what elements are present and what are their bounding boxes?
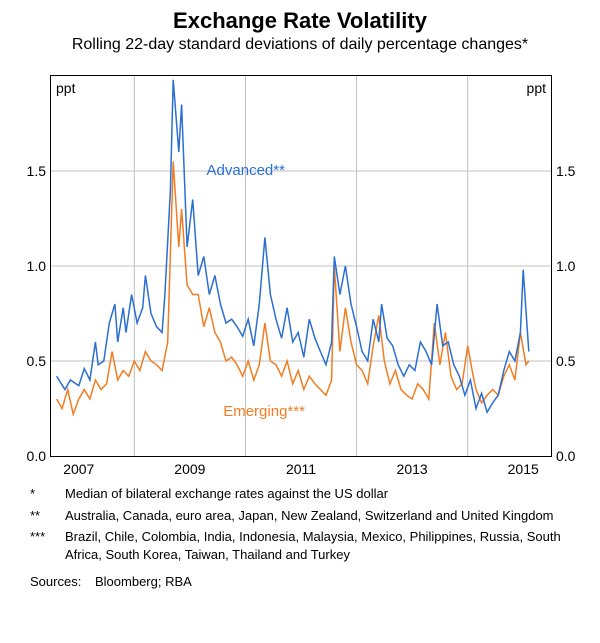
sources-label: Sources: — [30, 573, 95, 591]
chart-subtitle: Rolling 22-day standard deviations of da… — [0, 34, 600, 54]
footnote-1-mark: * — [30, 485, 65, 503]
footnote-2-text: Australia, Canada, euro area, Japan, New… — [65, 507, 570, 525]
chart-title: Exchange Rate Volatility — [0, 0, 600, 34]
footnotes: * Median of bilateral exchange rates aga… — [30, 485, 570, 595]
series-label: Emerging*** — [223, 403, 305, 420]
sources-text: Bloomberg; RBA — [95, 573, 570, 591]
series-emerging — [57, 162, 529, 415]
footnote-3-text: Brazil, Chile, Colombia, India, Indonesi… — [65, 528, 570, 563]
footnote-1-text: Median of bilateral exchange rates again… — [65, 485, 570, 503]
y-tick-label-right: 0.5 — [556, 353, 575, 369]
y-tick-label-left: 1.5 — [27, 163, 46, 179]
y-tick-label-left: 0.0 — [27, 448, 46, 464]
chart-lines-svg — [51, 76, 551, 456]
x-tick-label: 2009 — [174, 461, 205, 477]
y-tick-label-left: 0.5 — [27, 353, 46, 369]
y-tick-label-right: 1.0 — [556, 258, 575, 274]
y-tick-label-left: 1.0 — [27, 258, 46, 274]
series-advanced — [57, 80, 529, 413]
sources-row: Sources: Bloomberg; RBA — [30, 573, 570, 591]
footnote-3-mark: *** — [30, 528, 65, 563]
plot-area: ppt ppt Advanced**Emerging*** 0.00.51.01… — [50, 75, 552, 457]
footnote-2-mark: ** — [30, 507, 65, 525]
x-tick-label: 2007 — [63, 461, 94, 477]
x-tick-label: 2015 — [508, 461, 539, 477]
footnote-2: ** Australia, Canada, euro area, Japan, … — [30, 507, 570, 525]
x-tick-label: 2011 — [286, 461, 316, 477]
x-tick-label: 2013 — [397, 461, 428, 477]
y-tick-label-right: 1.5 — [556, 163, 575, 179]
footnote-3: *** Brazil, Chile, Colombia, India, Indo… — [30, 528, 570, 563]
chart-container: Exchange Rate Volatility Rolling 22-day … — [0, 0, 600, 643]
y-tick-label-right: 0.0 — [556, 448, 575, 464]
footnote-1: * Median of bilateral exchange rates aga… — [30, 485, 570, 503]
series-label: Advanced** — [207, 162, 285, 179]
